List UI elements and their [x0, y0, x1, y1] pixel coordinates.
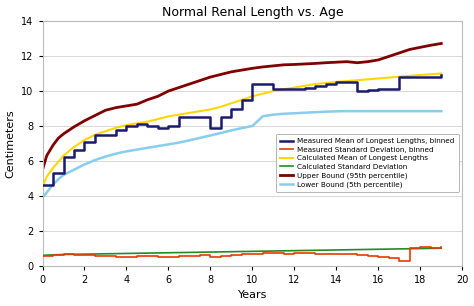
X-axis label: Years: Years [237, 290, 267, 300]
Legend: Measured Mean of Longest Lengths, binned, Measured Standard Deviation, binned, C: Measured Mean of Longest Lengths, binned… [276, 134, 459, 192]
Title: Normal Renal Length vs. Age: Normal Renal Length vs. Age [162, 6, 343, 19]
Y-axis label: Centimeters: Centimeters [6, 109, 16, 178]
